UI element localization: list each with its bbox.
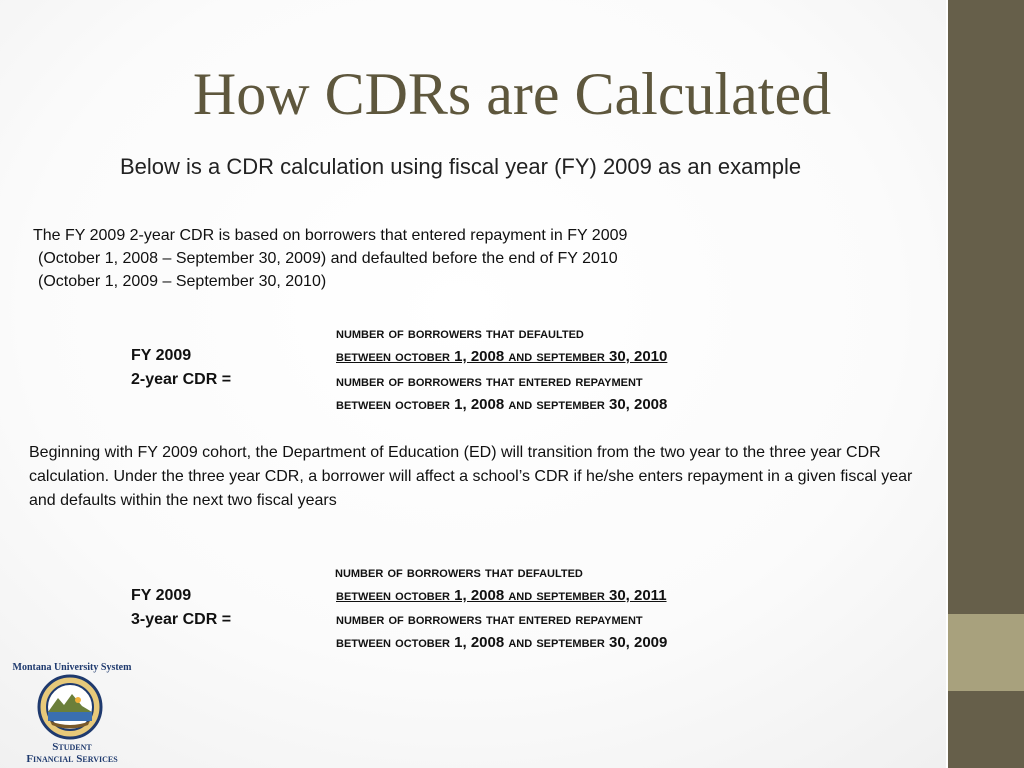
sidebar-accent-block <box>948 614 1024 691</box>
formula-3yr-denominator-1: number of borrowers that entered repayme… <box>336 611 643 628</box>
formula-2yr-denominator-2: between october 1, 2008 and september 30… <box>336 396 668 413</box>
intro-line: (October 1, 2008 – September 30, 2009) a… <box>38 250 618 267</box>
logo-top-text: Montana University System <box>12 662 132 673</box>
intro-line: The FY 2009 2-year CDR is based on borro… <box>33 227 628 244</box>
formula-3yr-numerator-1: number of borrowers that defaulted <box>335 564 583 581</box>
logo-bottom-line: Student <box>52 741 92 753</box>
formula-3yr-label-fy: FY 2009 <box>131 587 192 604</box>
formula-3yr-numerator-2: between october 1, 2008 and september 30… <box>336 587 667 604</box>
formula-2yr-denominator-1: number of borrowers that entered repayme… <box>336 373 643 390</box>
logo-bottom-text: Student Financial Services <box>8 741 136 765</box>
formula-2yr-numerator-2: between october 1, 2008 and september 30… <box>336 348 668 365</box>
sidebar-divider <box>946 0 948 768</box>
formula-3yr-denominator-2: between october 1, 2008 and september 30… <box>336 634 668 651</box>
slide-title: How CDRs are Calculated <box>192 61 832 127</box>
msu-logo: Montana University System Student Financ… <box>8 662 136 766</box>
formula-2yr-numerator-1: number of borrowers that defaulted <box>336 325 584 342</box>
slide-subtitle: Below is a CDR calculation using fiscal … <box>120 154 802 179</box>
logo-bottom-line: Financial Services <box>26 753 118 765</box>
transition-paragraph: Beginning with FY 2009 cohort, the Depar… <box>29 444 913 509</box>
montana-state-seal-icon <box>37 674 103 740</box>
formula-3yr-label-cdr: 3-year CDR = <box>131 611 232 628</box>
intro-line: (October 1, 2009 – September 30, 2010) <box>38 273 327 290</box>
formula-2yr-label-cdr: 2-year CDR = <box>131 371 232 388</box>
intro-paragraph: The FY 2009 2-year CDR is based on borro… <box>33 224 627 293</box>
formula-2yr-label-fy: FY 2009 <box>131 347 192 364</box>
